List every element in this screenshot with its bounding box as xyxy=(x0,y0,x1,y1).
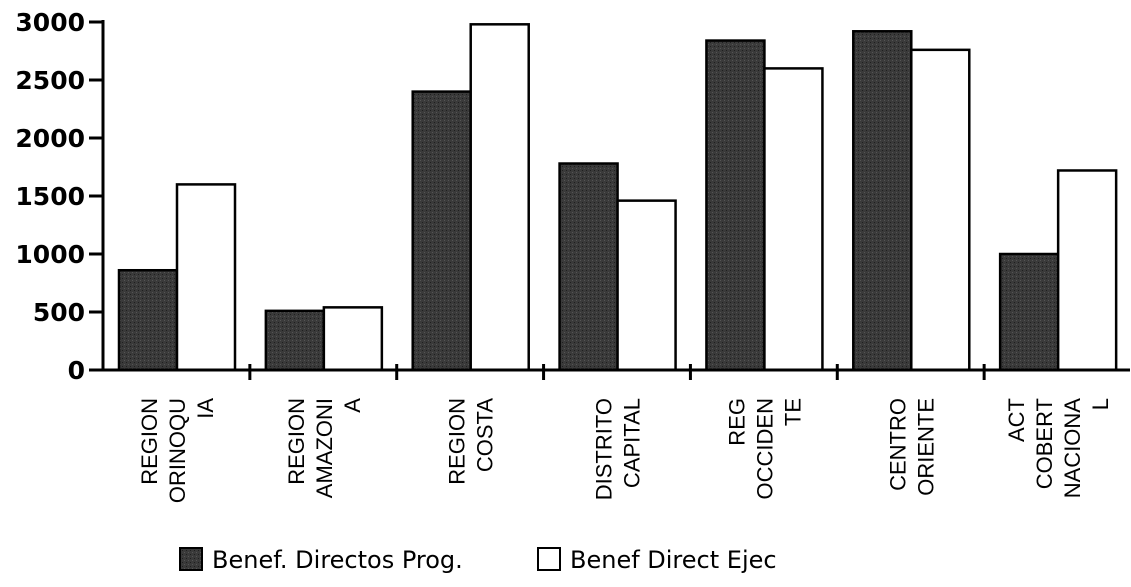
y-axis: 0 500 1000 1500 2000 2500 3000 xyxy=(15,8,105,385)
category-label: ORINOQU xyxy=(165,398,190,503)
category-label: L xyxy=(1088,398,1113,410)
category-label: ORIENTE xyxy=(913,398,938,496)
category-label: OCCIDEN xyxy=(752,398,777,499)
category-label: DISTRITO xyxy=(592,398,617,500)
y-tick-label: 2000 xyxy=(15,124,85,153)
bar-prog xyxy=(998,252,1060,372)
bar-prog xyxy=(264,309,326,372)
category-label: A xyxy=(340,398,365,413)
legend-swatch-prog xyxy=(179,547,203,571)
category-label: CAPITAL xyxy=(620,398,645,488)
bar-prog xyxy=(117,268,179,372)
category-label: REGION xyxy=(445,398,470,485)
bar-prog xyxy=(852,30,913,372)
y-tick-label: 1500 xyxy=(15,182,85,211)
category-label: COBERT xyxy=(1032,398,1057,489)
bar-ejec xyxy=(1056,169,1118,372)
y-tick-label: 1000 xyxy=(15,240,85,269)
y-tick-label: 2500 xyxy=(15,66,85,95)
category-label: COSTA xyxy=(473,398,498,472)
bar-ejec xyxy=(910,48,971,372)
category-label: CENTRO xyxy=(885,398,910,491)
bar-ejec xyxy=(322,306,384,372)
bar-ejec xyxy=(469,23,530,372)
category-label: IA xyxy=(193,398,218,419)
legend-label-ejec: Benef Direct Ejec xyxy=(570,546,777,574)
y-tick-label: 3000 xyxy=(15,8,85,37)
category-label: NACIONA xyxy=(1060,398,1085,499)
legend: Benef. Directos Prog. Benef Direct Ejec xyxy=(179,546,777,574)
legend-label-prog: Benef. Directos Prog. xyxy=(212,546,463,574)
category-label: REG xyxy=(724,398,749,446)
bars xyxy=(117,23,1118,372)
category-label: AMAZONI xyxy=(312,398,337,498)
category-label: TE xyxy=(780,398,805,426)
bar-prog xyxy=(705,39,766,372)
legend-swatch-ejec xyxy=(537,547,561,571)
category-label: ACT xyxy=(1004,398,1029,442)
category-label: REGION xyxy=(137,398,162,485)
category-label: REGION xyxy=(284,398,309,485)
bar-ejec xyxy=(763,67,824,372)
y-tick-label: 500 xyxy=(33,298,85,327)
x-axis: REGION ORINOQU IA REGION AMAZONI A REGION COSTA… xyxy=(103,364,1130,503)
bar-ejec xyxy=(616,199,677,372)
bar-prog xyxy=(411,90,472,372)
y-tick-label: 0 xyxy=(68,356,85,385)
bar-prog xyxy=(558,162,619,372)
bar-ejec xyxy=(175,183,237,372)
